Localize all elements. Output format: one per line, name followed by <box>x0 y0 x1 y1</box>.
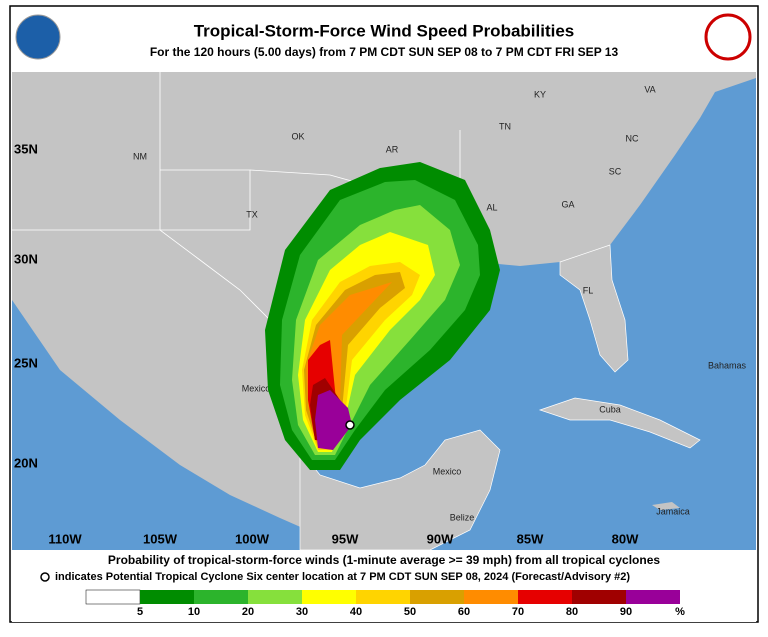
place-label: TN <box>499 121 511 131</box>
place-label: TX <box>246 209 258 219</box>
border <box>159 72 251 231</box>
place-label: SC <box>609 166 622 176</box>
title: Tropical-Storm-Force Wind Speed Probabil… <box>194 21 575 40</box>
place-label: Mexico <box>242 383 271 393</box>
legend-unit: % <box>675 606 685 618</box>
ocean <box>296 78 756 550</box>
longitude-label: 80W <box>612 531 639 546</box>
cuba <box>538 397 701 449</box>
legend-label: 30 <box>296 606 308 618</box>
legend-label: 70 <box>512 606 524 618</box>
place-label: NC <box>626 133 639 143</box>
legend: 5 10 20 30 40 50 60 70 80 90% <box>85 589 685 618</box>
place-label: NM <box>133 151 147 161</box>
jamaica <box>652 502 680 510</box>
probability-contours <box>265 162 500 470</box>
noaa-logo <box>15 14 61 60</box>
longitude-label: 110W <box>48 531 82 546</box>
legend-label: 5 <box>137 606 143 618</box>
place-label: Jamaica <box>656 506 690 516</box>
place-label: FL <box>583 285 594 295</box>
latitude-label: 25N <box>14 355 38 370</box>
footer-line2: indicates Potential Tropical Cyclone Six… <box>55 571 630 583</box>
latitude-label: 20N <box>14 455 38 470</box>
place-label: AR <box>386 144 399 154</box>
longitude-label: 85W <box>517 531 544 546</box>
subtitle: For the 120 hours (5.00 days) from 7 PM … <box>150 45 619 59</box>
latitude-label: 35N <box>14 141 38 156</box>
legend-swatch <box>464 590 518 604</box>
legend-swatch <box>518 590 572 604</box>
place-label: OK <box>291 131 304 141</box>
place-label: Mexico <box>433 466 462 476</box>
footer-line1: Probability of tropical-storm-force wind… <box>108 553 660 567</box>
place-label: Belize <box>450 512 475 522</box>
place-label: Bahamas <box>708 360 747 370</box>
longitude-label: 100W <box>235 531 270 546</box>
longitude-label: 95W <box>332 531 359 546</box>
legend-swatch <box>572 590 626 604</box>
place-label: GA <box>561 199 574 209</box>
legend-swatch <box>140 590 194 604</box>
legend-label: 40 <box>350 606 362 618</box>
legend-swatch <box>194 590 248 604</box>
florida <box>559 244 629 373</box>
longitude-label: 105W <box>143 531 178 546</box>
legend-swatch <box>356 590 410 604</box>
longitude-label: 90W <box>427 531 454 546</box>
place-label: AL <box>486 202 497 212</box>
nws-logo <box>704 13 752 61</box>
legend-swatch <box>302 590 356 604</box>
place-label: VA <box>644 84 655 94</box>
storm-center <box>345 420 355 430</box>
legend-swatch <box>410 590 464 604</box>
map: 35N 30N 25N 20N 110W 105W 100W 95W 90W 85W 80W NM TX… <box>12 72 756 551</box>
legend-label: 80 <box>566 606 578 618</box>
probability-area <box>315 390 352 450</box>
legend-label: 60 <box>458 606 470 618</box>
pacific <box>12 300 360 550</box>
legend-swatch <box>85 589 141 605</box>
legend-label: 50 <box>404 606 416 618</box>
legend-label: 90 <box>620 606 632 618</box>
legend-swatch <box>248 590 302 604</box>
center-symbol <box>40 572 50 582</box>
footer-bg <box>12 550 756 622</box>
legend-label: 20 <box>242 606 254 618</box>
place-label: KY <box>534 89 546 99</box>
legend-swatch <box>626 590 680 604</box>
latitude-label: 30N <box>14 251 38 266</box>
legend-label: 10 <box>188 606 200 618</box>
place-label: Cuba <box>599 404 621 414</box>
